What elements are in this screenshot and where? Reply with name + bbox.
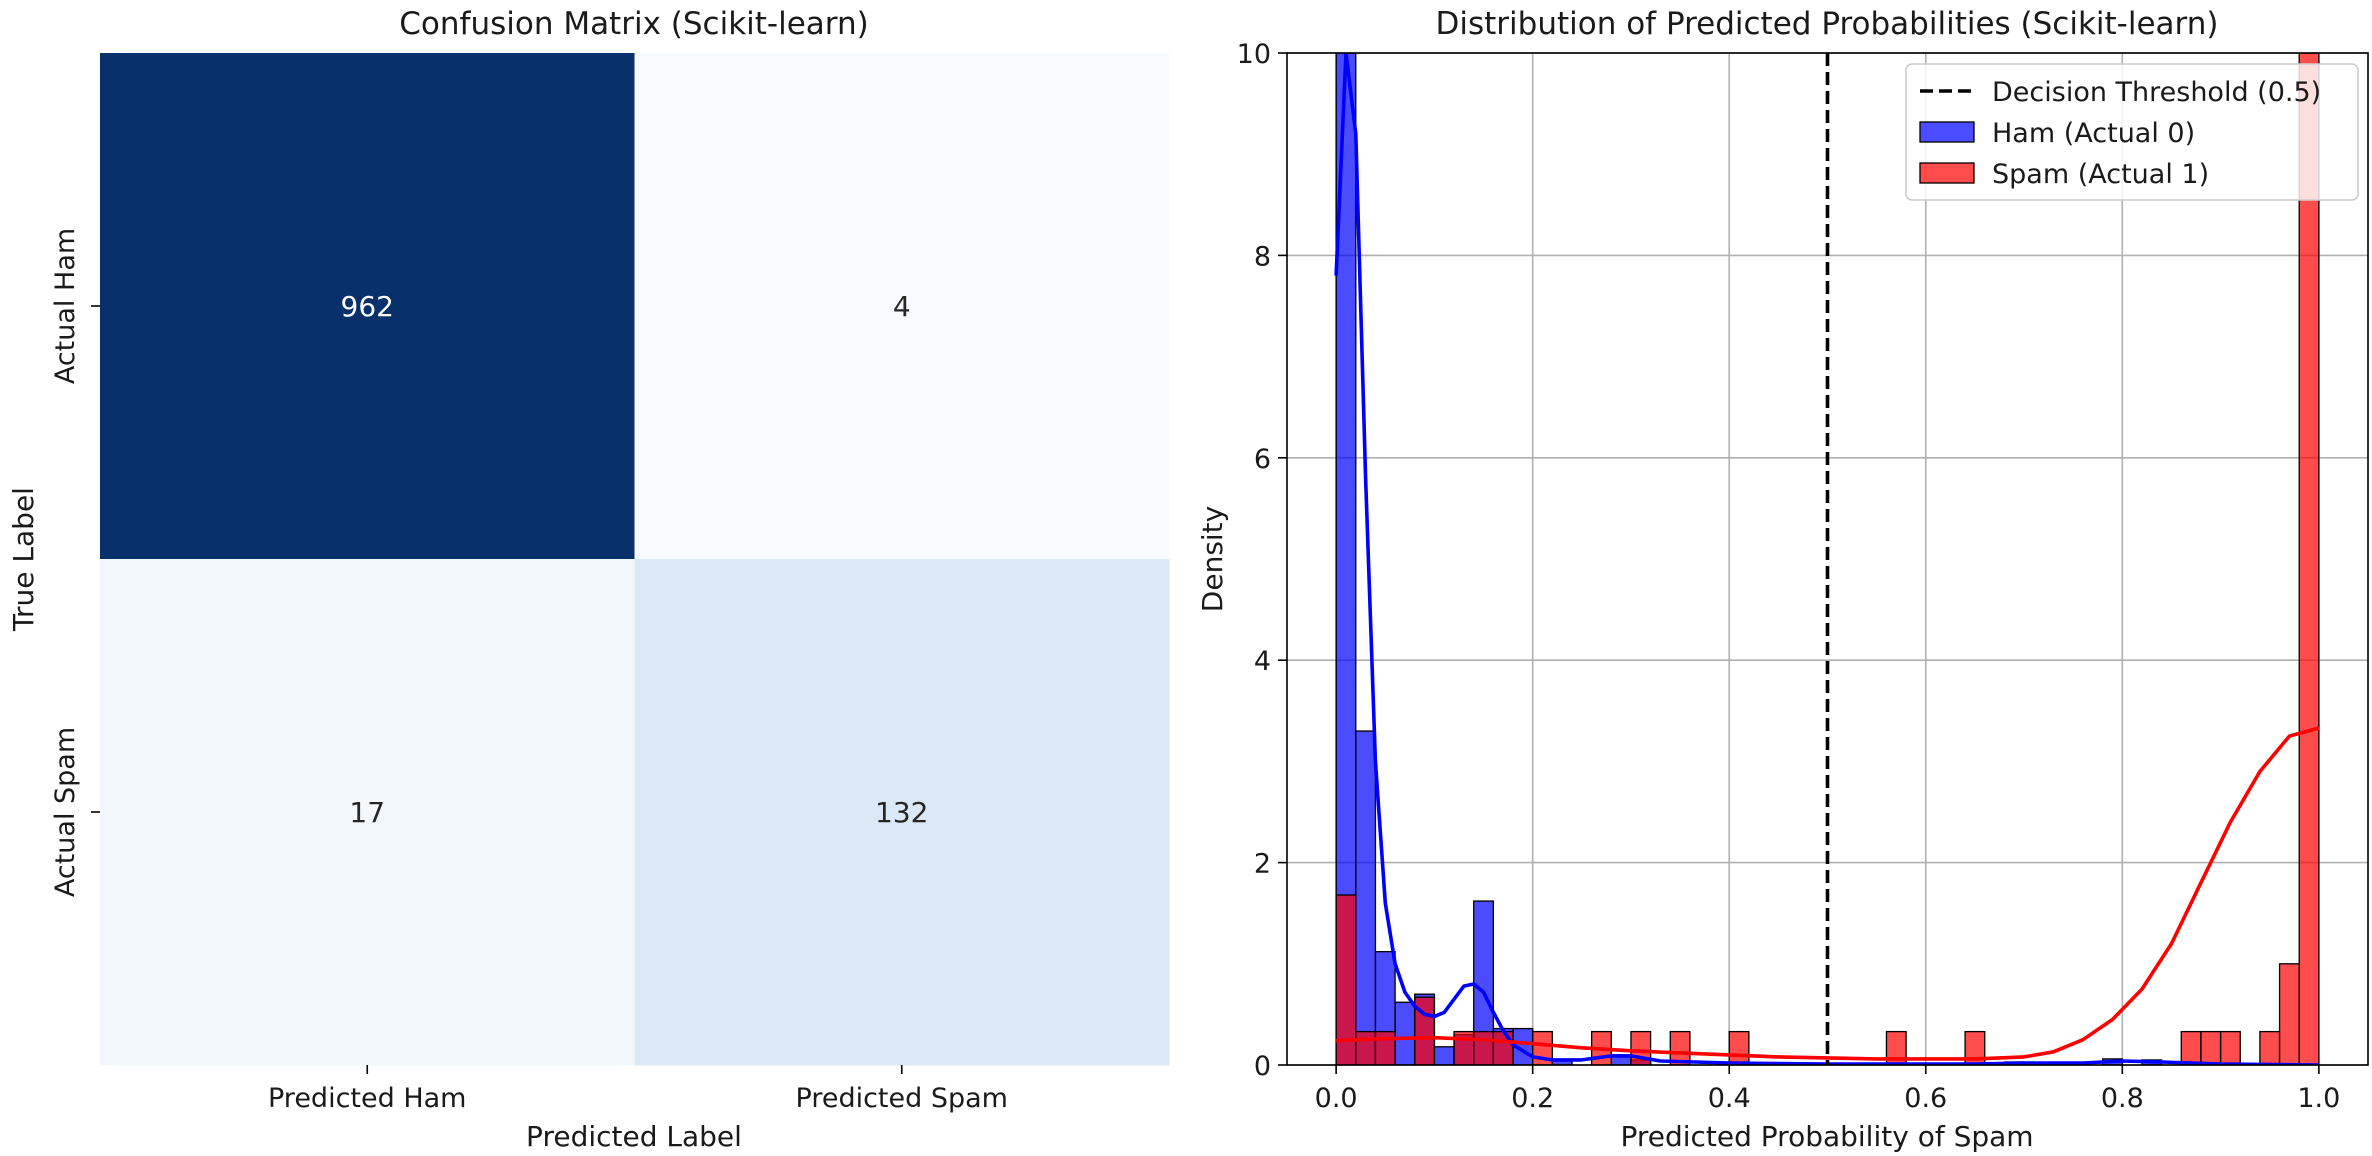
hist-bar [1335, 894, 1357, 1065]
y-tick-label: 0 [1254, 1051, 1271, 1082]
hist-bar [1374, 1030, 1396, 1065]
x-tick-label: 0.0 [1315, 1083, 1358, 1114]
cm-cell-value: 132 [875, 796, 928, 829]
hist-bar [2200, 1030, 2222, 1065]
cm-cell [100, 53, 635, 560]
cm-ylabel: True Label [7, 487, 40, 632]
cm-ticks: Predicted Ham Predicted Spam Actual Ham Act… [50, 228, 1008, 1114]
y-tick-label: 10 [1237, 39, 1271, 70]
hist-bar [1433, 1046, 1455, 1065]
hist-bar [2219, 1030, 2241, 1065]
hist-plot-area [1334, 53, 2320, 1065]
y-tick-label: 6 [1254, 444, 1271, 475]
cm-cell [634, 53, 1170, 560]
x-tick-label: 0.8 [2101, 1083, 2144, 1114]
hist-bar [1473, 1030, 1495, 1065]
hist-axes-frame [1286, 52, 2369, 1066]
hist-bar [1355, 1030, 1377, 1065]
cm-x-tick-label: Predicted Ham [268, 1083, 466, 1114]
confusion-matrix-chart: Confusion Matrix (Scikit-learn) 962 4 17 13… [7, 6, 1170, 1153]
legend-patch-swatch [1919, 162, 1975, 184]
cm-y-tick-label: Actual Ham [50, 228, 81, 384]
hist-bar [1394, 1001, 1416, 1065]
legend-entry-label: Decision Threshold (0.5) [1992, 77, 2321, 108]
series-ham-bars [1335, 53, 2163, 1065]
legend: Decision Threshold (0.5) Ham (Actual 0) Sp… [1905, 63, 2359, 201]
cm-cell-value: 17 [349, 796, 385, 829]
x-tick-label: 0.4 [1708, 1083, 1751, 1114]
cm-y-tick-label: Actual Spam [50, 727, 81, 897]
cm-cells: 962 4 17 132 [100, 53, 1170, 1066]
cm-cell [100, 559, 635, 1066]
kde-line-spam [1336, 726, 2320, 1061]
hist-bar [1492, 1030, 1514, 1065]
kde-line-ham [1334, 53, 2319, 1065]
cm-x-tick-label: Predicted Spam [796, 1083, 1008, 1114]
y-tick-label: 4 [1254, 646, 1271, 677]
y-tick-label: 8 [1254, 241, 1271, 272]
hist-bar [1453, 1030, 1475, 1065]
cm-cell-value: 4 [893, 290, 911, 323]
probability-histogram-chart: Distribution of Predicted Probabilities … [1196, 6, 2369, 1153]
cm-cell [634, 559, 1170, 1066]
hist-bar [1669, 1030, 1691, 1065]
hist-bar [1728, 1030, 1750, 1065]
legend-frame [1905, 63, 2359, 201]
legend-entry-label: Spam (Actual 1) [1992, 159, 2209, 190]
hist-ylabel: Density [1196, 506, 1229, 612]
hist-bar [2259, 1030, 2281, 1065]
hist-bar [2278, 963, 2300, 1065]
hist-bar [2180, 1030, 2202, 1065]
hist-bar [1335, 53, 1357, 1065]
legend-entry-label: Ham (Actual 0) [1992, 118, 2195, 149]
x-tick-label: 1.0 [2297, 1083, 2340, 1114]
x-tick-label: 0.2 [1511, 1083, 1554, 1114]
cm-title: Confusion Matrix (Scikit-learn) [399, 6, 868, 42]
y-tick-label: 2 [1254, 849, 1271, 880]
hist-bar [1885, 1030, 1907, 1065]
hist-bar [2298, 53, 2320, 1065]
hist-bar [1964, 1030, 1986, 1065]
hist-ticks: 0.0 0.2 0.4 0.6 0.8 1.0 0 2 4 6 8 10 [1237, 39, 2341, 1114]
hist-bar [1355, 730, 1377, 1065]
hist-title: Distribution of Predicted Probabilities … [1436, 6, 2219, 42]
cm-cell-value: 962 [341, 290, 394, 323]
legend-patch-swatch [1919, 121, 1975, 143]
cm-xlabel: Predicted Label [526, 1120, 742, 1152]
x-tick-label: 0.6 [1904, 1083, 1947, 1114]
hist-xlabel: Predicted Probability of Spam [1620, 1120, 2033, 1152]
